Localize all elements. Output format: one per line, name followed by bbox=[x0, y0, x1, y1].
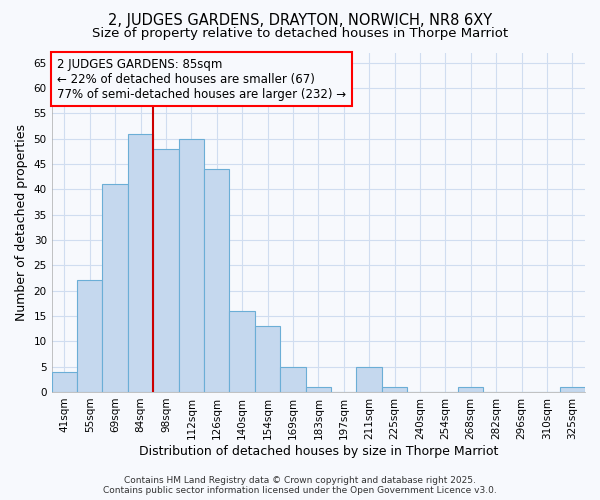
Text: Size of property relative to detached houses in Thorpe Marriot: Size of property relative to detached ho… bbox=[92, 28, 508, 40]
Y-axis label: Number of detached properties: Number of detached properties bbox=[15, 124, 28, 320]
Bar bbox=[128, 134, 153, 392]
Bar bbox=[103, 184, 128, 392]
Bar bbox=[356, 366, 382, 392]
Text: Contains HM Land Registry data © Crown copyright and database right 2025.: Contains HM Land Registry data © Crown c… bbox=[124, 476, 476, 485]
Bar bbox=[280, 366, 305, 392]
Bar bbox=[382, 387, 407, 392]
Bar bbox=[52, 372, 77, 392]
Bar bbox=[255, 326, 280, 392]
Bar bbox=[560, 387, 585, 392]
Text: 2 JUDGES GARDENS: 85sqm
← 22% of detached houses are smaller (67)
77% of semi-de: 2 JUDGES GARDENS: 85sqm ← 22% of detache… bbox=[57, 58, 346, 100]
Bar bbox=[204, 169, 229, 392]
X-axis label: Distribution of detached houses by size in Thorpe Marriot: Distribution of detached houses by size … bbox=[139, 444, 498, 458]
Bar bbox=[229, 311, 255, 392]
Text: Contains public sector information licensed under the Open Government Licence v3: Contains public sector information licen… bbox=[103, 486, 497, 495]
Bar bbox=[305, 387, 331, 392]
Bar bbox=[153, 149, 179, 392]
Bar bbox=[458, 387, 484, 392]
Bar bbox=[179, 138, 204, 392]
Bar bbox=[77, 280, 103, 392]
Text: 2, JUDGES GARDENS, DRAYTON, NORWICH, NR8 6XY: 2, JUDGES GARDENS, DRAYTON, NORWICH, NR8… bbox=[108, 12, 492, 28]
